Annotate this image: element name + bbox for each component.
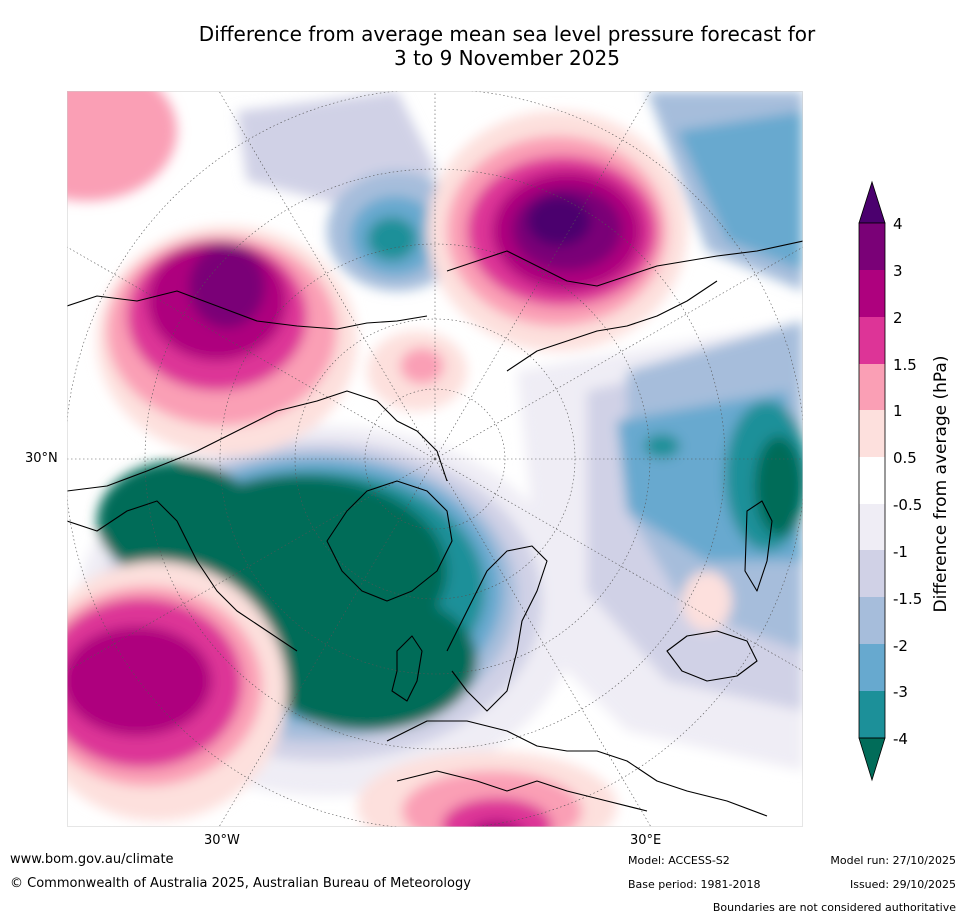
- colorbar-segment-neg3-4: [859, 691, 885, 738]
- pos-siberia-core: [527, 196, 591, 246]
- lat-circle-80: [364, 388, 506, 530]
- footer-url[interactable]: www.bom.gov.au/climate: [10, 852, 174, 867]
- colorbar-tick-neg0.5: -0.5: [893, 496, 923, 514]
- footer-base-period: Base period: 1981-2018: [628, 878, 761, 891]
- pos-nw-core: [189, 244, 265, 328]
- coast-uk: [391, 635, 423, 702]
- coastlines: [67, 240, 803, 817]
- coast-caspian: [744, 500, 773, 592]
- pos-balkan: [682, 571, 732, 631]
- pos-nw-corner: [67, 91, 177, 201]
- meridian-150w: [218, 91, 436, 460]
- pos-sw-core: [67, 626, 212, 736]
- coast-alaska: [67, 290, 428, 330]
- pressure-anomaly-map: [67, 91, 803, 827]
- map-title-line1: Difference from average mean sea level p…: [198, 22, 816, 46]
- lat-circle-60: [219, 243, 651, 675]
- map-frame: [67, 91, 803, 827]
- lat-circle-50: [144, 168, 726, 750]
- lon-label-30e: 30°E: [630, 833, 662, 848]
- coast-siberia: [446, 240, 803, 287]
- colorbar-segment-1.5-2: [859, 317, 885, 364]
- colorbar-tick-2: 2: [893, 309, 903, 327]
- colorbar-arrow-bottom: [858, 737, 886, 782]
- colorbar-segment-neg1-1.5: [859, 550, 885, 597]
- colorbar-tick-neg1.5: -1.5: [893, 590, 923, 608]
- meridian-60e: [434, 458, 803, 672]
- neg-blob-north-core: [367, 217, 417, 261]
- meridian-30w: [218, 458, 436, 827]
- colorbar-tick-0.5: 0.5: [893, 449, 917, 467]
- colorbar-tick-neg4: -4: [893, 730, 908, 748]
- colorbar-tick-1: 1: [893, 402, 903, 420]
- colorbar-segment-1-1.5: [859, 364, 885, 410]
- footer-model: Model: ACCESS-S2: [628, 854, 730, 867]
- colorbar: [858, 180, 886, 782]
- meridian-120e: [434, 246, 803, 460]
- colorbar-tick-4: 4: [893, 215, 903, 233]
- anomaly-contours: [67, 91, 803, 827]
- pos-med-core: [472, 820, 522, 827]
- pos-pole-core: [400, 348, 444, 384]
- coast-greenland: [326, 480, 453, 602]
- neg-core-east-deep: [755, 436, 803, 536]
- coast-canada-arctic: [67, 390, 448, 492]
- colorbar-outline: [858, 222, 886, 739]
- coast-hudson: [67, 500, 298, 652]
- footer-disclaimer: Boundaries are not considered authoritat…: [712, 901, 956, 914]
- colorbar-tick-neg1: -1: [893, 543, 908, 561]
- colorbar-segment-neg1.5-2: [859, 597, 885, 644]
- colorbar-tick-neg3: -3: [893, 683, 908, 701]
- meridian-150e: [434, 91, 652, 460]
- neg-region-ne2: [677, 111, 803, 271]
- colorbar-tick-neg2: -2: [893, 637, 908, 655]
- colorbar-segment-neg2-3: [859, 644, 885, 691]
- footer-model-run: Model run: 27/10/2025: [830, 854, 956, 867]
- colorbar-segment-neg0.5-1: [859, 504, 885, 550]
- map-title: Difference from average mean sea level p…: [0, 22, 965, 70]
- colorbar-arrow-top: [858, 180, 886, 224]
- lon-label-30w: 30°W: [204, 833, 240, 848]
- lat-label-30n: 30°N: [25, 451, 58, 466]
- map-title-line2: 3 to 9 November 2025: [394, 46, 620, 70]
- neg-core-caspian: [644, 434, 680, 458]
- colorbar-segment-2-3: [859, 270, 885, 317]
- colorbar-segment-0.5-1: [859, 410, 885, 457]
- neg-atlantic-core-south: [257, 591, 477, 731]
- meridian-60w: [67, 458, 436, 672]
- meridian-30e: [434, 458, 652, 827]
- colorbar-tick-3: 3: [893, 262, 903, 280]
- coast-black-sea: [666, 630, 758, 682]
- footer-copyright: © Commonwealth of Australia 2025, Austra…: [10, 876, 471, 891]
- coast-russia-north: [506, 280, 718, 372]
- graticule: [67, 91, 803, 827]
- coast-europe: [386, 720, 768, 817]
- footer-issued: Issued: 29/10/2025: [849, 878, 956, 891]
- colorbar-title: Difference from average (hPa): [931, 355, 951, 613]
- colorbar-tick-1.5: 1.5: [893, 356, 917, 374]
- pos-med-l2: [442, 798, 552, 827]
- colorbar-segment-neutral: [859, 457, 885, 504]
- colorbar-segment-3-4: [859, 223, 885, 270]
- coast-scandinavia: [446, 545, 548, 712]
- coast-mediterranean: [396, 770, 648, 812]
- meridian-120w: [67, 246, 436, 460]
